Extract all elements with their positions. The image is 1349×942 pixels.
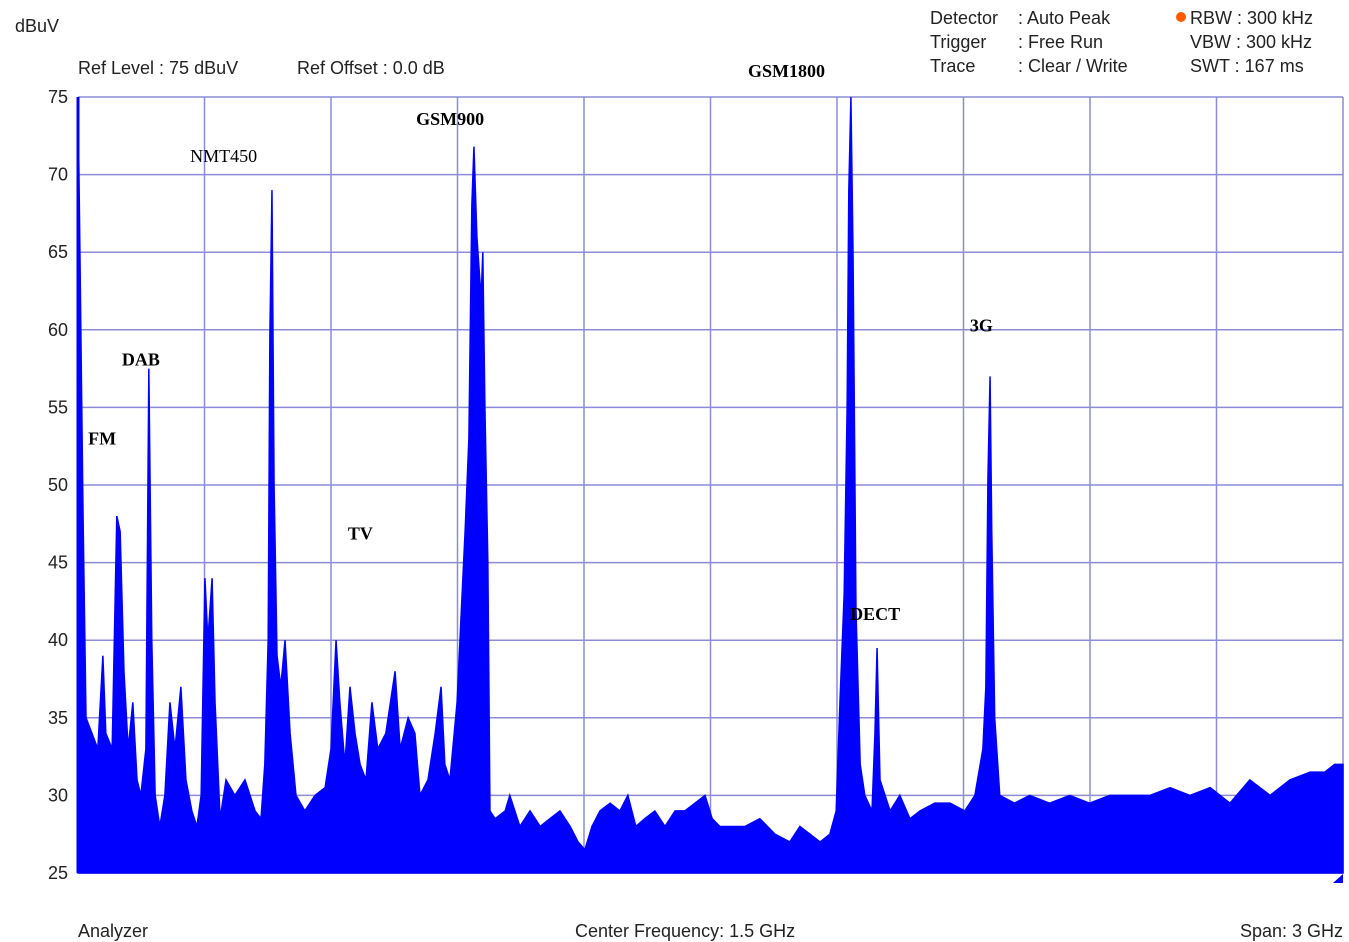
- ref-level: Ref Level : 75 dBuV: [78, 58, 238, 78]
- bandwidth-setting: SWT : 167 ms: [1190, 56, 1304, 76]
- y-tick-label: 40: [48, 630, 68, 650]
- y-tick-label: 50: [48, 475, 68, 495]
- annotation: DAB: [122, 349, 160, 369]
- annotation: TV: [348, 523, 373, 543]
- footer-left: Analyzer: [78, 921, 148, 941]
- y-tick-label: 45: [48, 553, 68, 573]
- y-tick-label: 25: [48, 863, 68, 883]
- y-tick-label: 55: [48, 397, 68, 417]
- setting-value: : Auto Peak: [1018, 8, 1111, 28]
- setting-value: : Free Run: [1018, 32, 1103, 52]
- y-tick-label: 60: [48, 320, 68, 340]
- y-tick-label: 30: [48, 785, 68, 805]
- spectrum-trace: [77, 96, 1344, 874]
- y-tick-label: 35: [48, 708, 68, 728]
- annotation: NMT450: [190, 146, 257, 166]
- bandwidth-setting: VBW : 300 kHz: [1190, 32, 1312, 52]
- setting-value: : Clear / Write: [1018, 56, 1128, 76]
- setting-label: Trace: [930, 56, 975, 76]
- footer-center: Center Frequency: 1.5 GHz: [575, 921, 795, 941]
- y-tick-label: 65: [48, 242, 68, 262]
- marker-triangle: [1333, 874, 1343, 883]
- bandwidth-setting: RBW : 300 kHz: [1190, 8, 1313, 28]
- annotation: FM: [88, 429, 116, 449]
- plot-area: [76, 96, 1344, 874]
- annotation: GSM1800: [748, 61, 825, 81]
- annotation: 3G: [970, 315, 993, 335]
- ref-offset: Ref Offset : 0.0 dB: [297, 58, 445, 78]
- annotation: GSM900: [416, 109, 484, 129]
- y-unit: dBuV: [15, 16, 59, 36]
- setting-label: Trigger: [930, 32, 986, 52]
- footer-right: Span: 3 GHz: [1240, 921, 1343, 941]
- setting-label: Detector: [930, 8, 998, 28]
- y-tick-label: 75: [48, 87, 68, 107]
- rbw-indicator: [1176, 12, 1186, 22]
- annotation: DECT: [850, 604, 900, 624]
- y-tick-label: 70: [48, 165, 68, 185]
